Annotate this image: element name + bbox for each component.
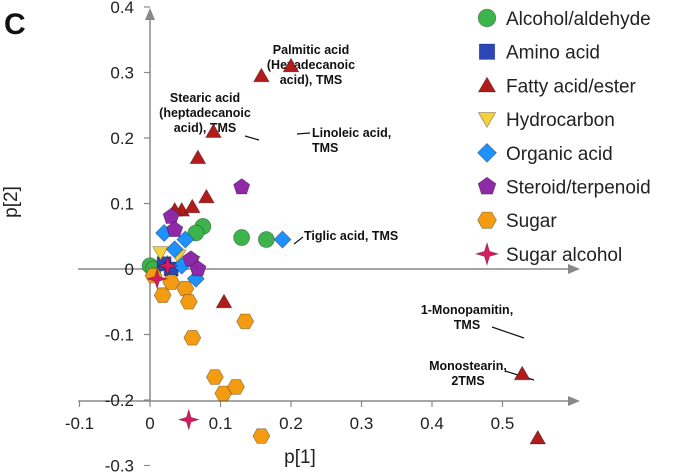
data-point xyxy=(513,365,531,381)
data-point xyxy=(236,313,255,330)
x-tick-label: 0.4 xyxy=(420,414,444,433)
annotation-leader-line xyxy=(244,135,260,141)
series-steroid-terpenoid xyxy=(162,178,251,277)
data-point xyxy=(177,408,201,432)
x-axis-bottom-arrow xyxy=(568,396,580,406)
legend-item: Fatty acid/ester xyxy=(477,76,637,97)
legend-item: Hydrocarbon xyxy=(477,110,615,131)
x-tick-label: 0.3 xyxy=(350,414,374,433)
legend-label: Steroid/terpenoid xyxy=(506,178,651,199)
annotation-label: Linoleic acid, TMS xyxy=(312,126,391,155)
data-point xyxy=(215,293,233,309)
data-point xyxy=(189,260,207,277)
legend-item: Organic acid xyxy=(477,142,613,165)
legend-label: Hydrocarbon xyxy=(506,110,615,131)
annotation-label: 1-Monopamitin, TMS xyxy=(421,303,513,332)
legend-marker xyxy=(477,8,497,28)
data-point xyxy=(156,254,180,278)
series-organic-acid xyxy=(155,223,292,288)
y-tick-label: -0.3 xyxy=(105,457,134,472)
legend-marker xyxy=(474,241,500,267)
data-point xyxy=(529,429,547,445)
data-point xyxy=(162,274,181,290)
data-point xyxy=(179,293,198,310)
legend-item: Steroid/terpenoid xyxy=(477,176,651,199)
x-axis-title: p[1] xyxy=(284,447,316,468)
annotation-label: Palmitic acid (Hexadecanoic acid), TMS xyxy=(267,43,355,87)
annotation-label: Monostearin, 2TMS xyxy=(429,359,507,388)
data-point xyxy=(214,385,233,402)
legend-label: Fatty acid/ester xyxy=(506,76,637,97)
y-axis-title: p[2] xyxy=(1,186,22,218)
legend-item: Sugar xyxy=(477,211,557,232)
annotation-leader-line xyxy=(491,326,525,339)
x-tick-label: 0.5 xyxy=(491,414,515,433)
x-tick-label: 0 xyxy=(145,414,154,433)
series-sugar-alcohol xyxy=(145,254,201,432)
data-point xyxy=(145,267,169,291)
y-tick-label: 0.2 xyxy=(110,129,134,148)
panel-label: C xyxy=(4,8,26,41)
data-point xyxy=(176,280,195,297)
x-axis-arrow xyxy=(568,264,580,274)
data-point xyxy=(183,329,202,346)
data-point xyxy=(183,198,201,214)
data-point xyxy=(166,220,184,238)
data-point xyxy=(165,240,184,259)
data-point xyxy=(252,428,271,444)
y-tick-label: 0.1 xyxy=(110,195,134,214)
annotation-leader-line xyxy=(293,236,304,245)
legend-label: Sugar alcohol xyxy=(506,245,622,266)
legend-item: Amino acid xyxy=(478,43,600,64)
series-sugar xyxy=(144,267,271,444)
legend-marker xyxy=(477,142,497,163)
data-point xyxy=(197,188,215,204)
legend-marker xyxy=(477,211,497,229)
data-point xyxy=(252,67,270,83)
data-point xyxy=(205,123,222,138)
data-point xyxy=(189,149,207,165)
y-tick-label: 0 xyxy=(125,260,134,279)
data-point xyxy=(257,231,275,248)
annotation-leader-line xyxy=(296,132,311,135)
data-point xyxy=(233,178,251,195)
legend-label: Amino acid xyxy=(506,43,600,64)
y-axis-arrow xyxy=(145,8,155,20)
legend-label: Sugar xyxy=(506,211,557,232)
legend: Alcohol/aldehyde Amino acid Fatty acid/est… xyxy=(474,8,651,267)
data-point xyxy=(233,229,251,246)
annotation-label: Tiglic acid, TMS xyxy=(304,229,398,243)
data-point xyxy=(162,207,180,224)
y-tick-label: -0.1 xyxy=(105,326,134,345)
legend-marker xyxy=(477,112,497,129)
legend-label: Organic acid xyxy=(506,144,613,165)
legend-marker xyxy=(477,176,497,195)
annotations: Palmitic acid (Hexadecanoic acid), TMS Stea… xyxy=(159,43,535,388)
data-point xyxy=(227,379,245,395)
data-point xyxy=(152,246,170,261)
y-tick-label: 0.4 xyxy=(110,0,134,17)
x-tick-label: 0.2 xyxy=(279,414,303,433)
y-tick-label: -0.2 xyxy=(105,391,134,410)
data-points xyxy=(141,57,547,445)
legend-marker xyxy=(478,43,496,60)
y-tick-label: 0.3 xyxy=(110,64,134,83)
data-point xyxy=(176,230,195,249)
data-point xyxy=(153,287,172,304)
annotation-label: Stearic acid (heptadecanoic acid), TMS xyxy=(159,91,251,135)
legend-item: Sugar alcohol xyxy=(474,241,622,267)
series-fatty-acid-ester xyxy=(166,57,547,445)
data-point xyxy=(282,57,300,73)
data-point xyxy=(273,230,292,249)
x-tick-label: -0.1 xyxy=(65,414,94,433)
legend-marker xyxy=(477,76,497,93)
x-tick-label: 0.1 xyxy=(209,414,233,433)
tick-labels: -0.1 0 0.1 0.2 0.3 0.4 0.5 -0.3 -0.2 -0.1 0 0.1 0.2 0… xyxy=(65,0,514,472)
data-point xyxy=(187,224,205,242)
data-point xyxy=(205,369,224,385)
legend-item: Alcohol/aldehyde xyxy=(477,8,651,30)
legend-label: Alcohol/aldehyde xyxy=(506,9,651,30)
